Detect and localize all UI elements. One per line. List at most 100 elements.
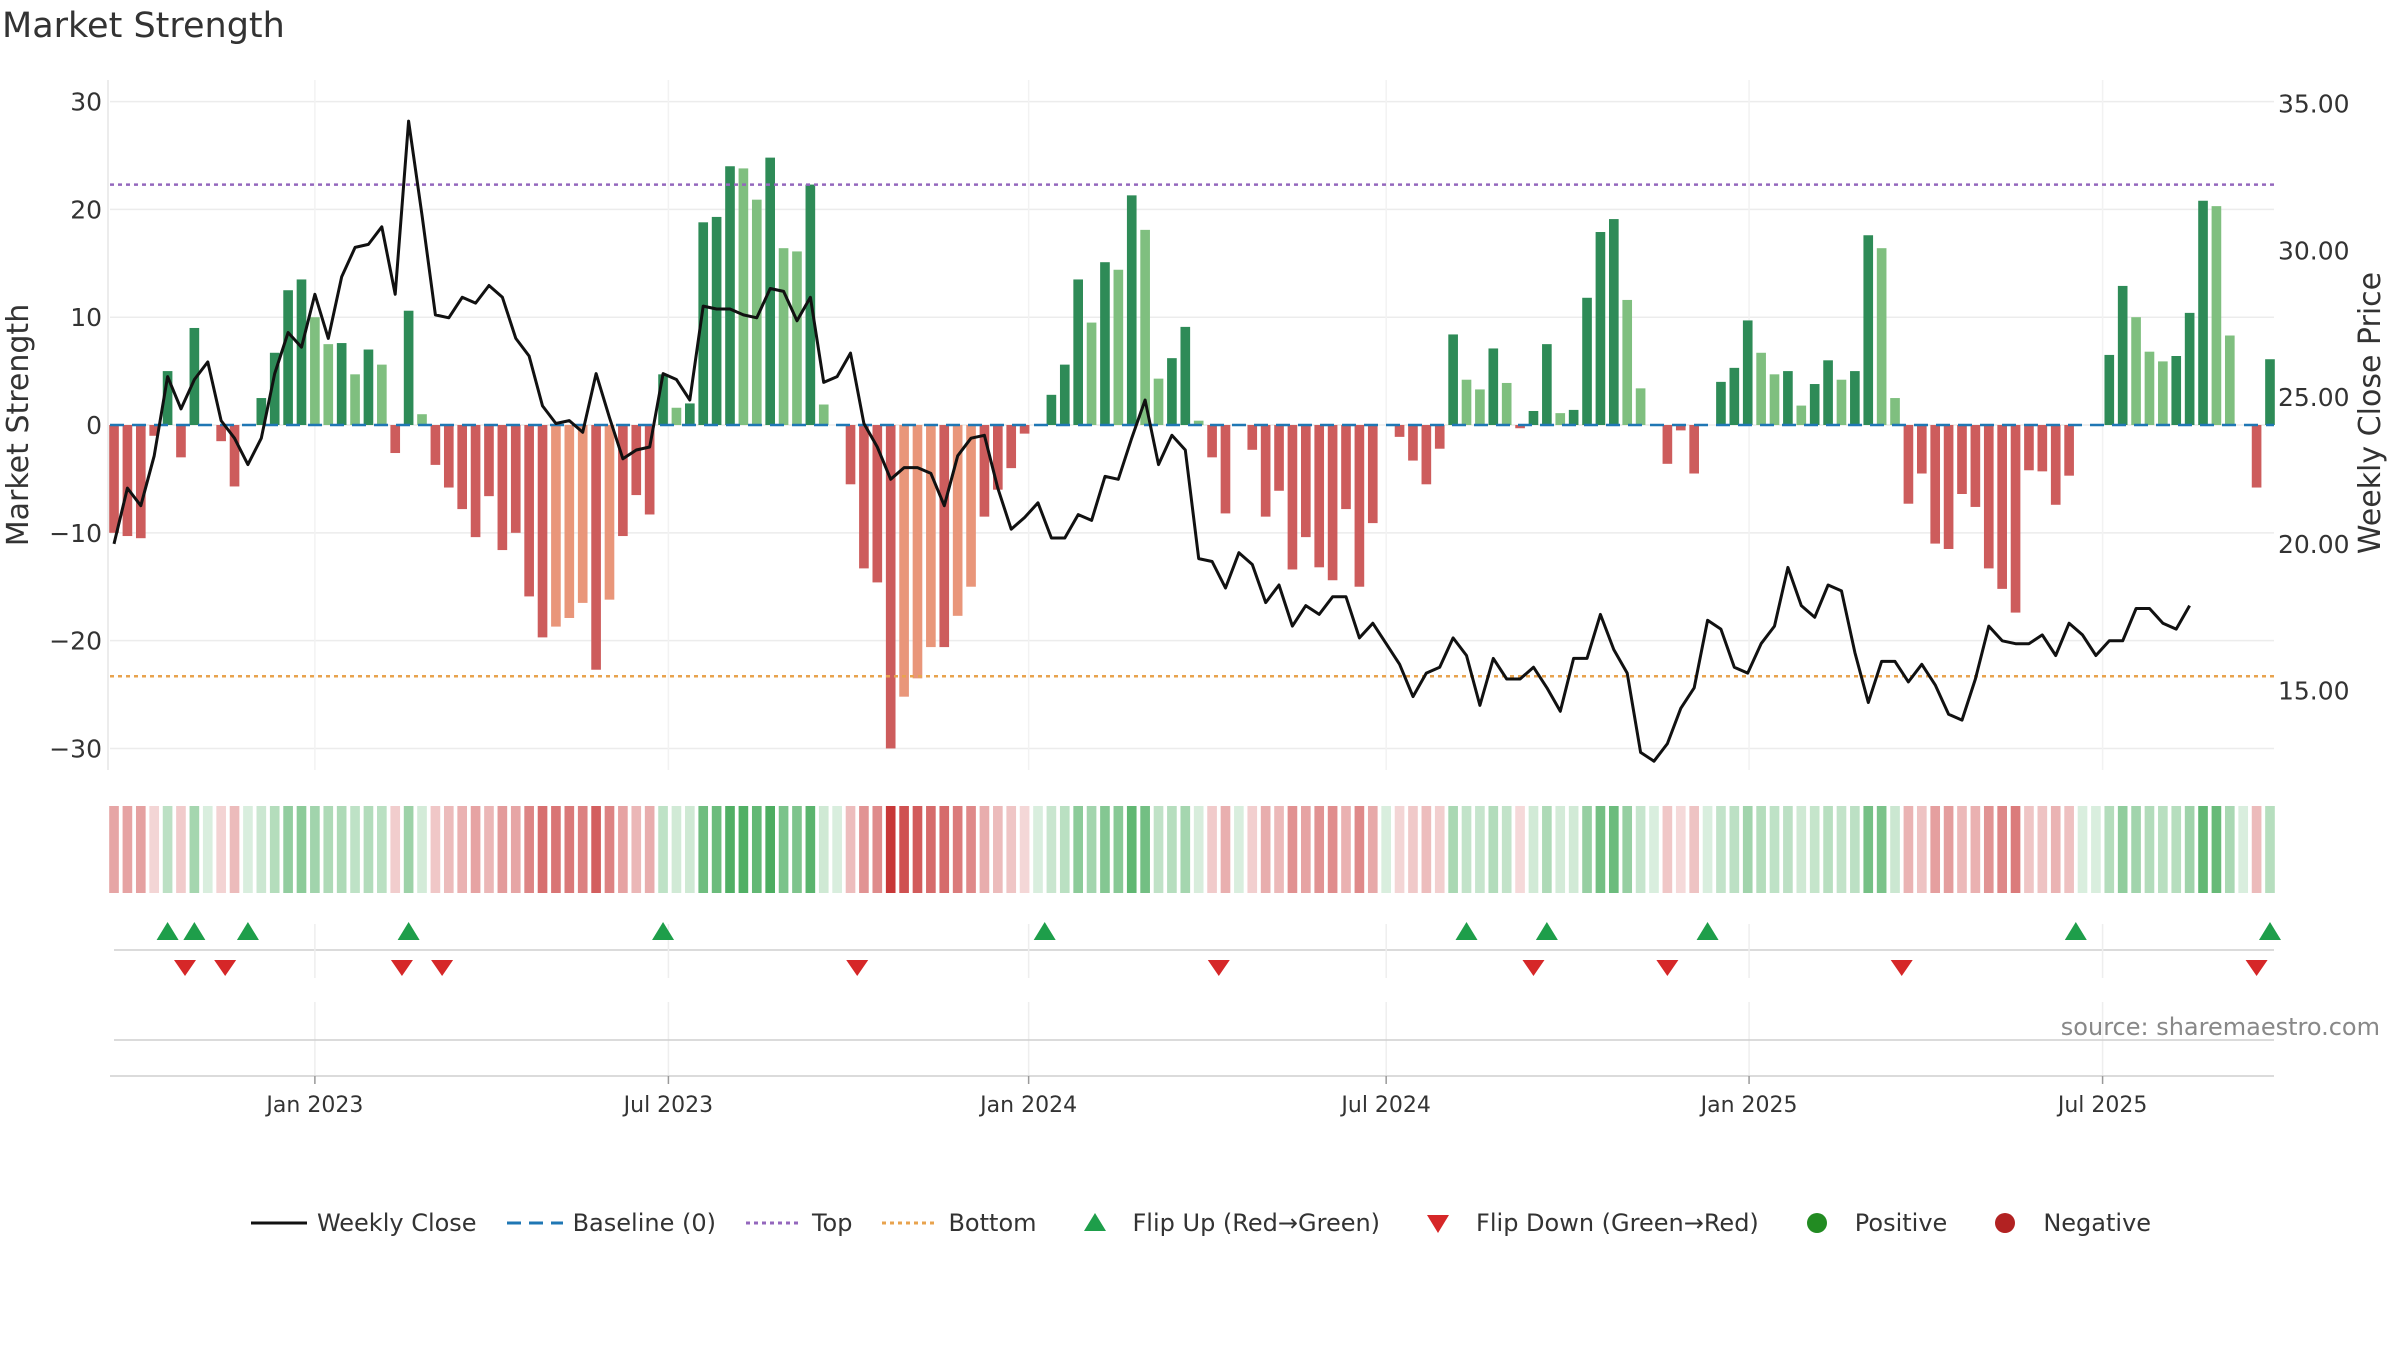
strength-bar [149, 425, 160, 436]
flip-down-marker [2245, 960, 2268, 976]
strength-bar [122, 425, 133, 537]
strength-bar [631, 425, 642, 496]
strength-bar [966, 425, 976, 587]
heat-strip-cell [1863, 806, 1874, 893]
strength-bar [2131, 317, 2141, 425]
heat-strip-cell [1555, 806, 1566, 893]
heat-strip-cell [1073, 806, 1083, 893]
strength-bar [591, 425, 601, 670]
y2-axis-title: Weekly Close Price [2353, 272, 2388, 554]
flip-up-marker [652, 922, 675, 940]
legend-flip-down-label: Flip Down (Green→Red) [1476, 1209, 1759, 1237]
strength-bar [1890, 398, 1900, 425]
strength-bar [2010, 425, 2021, 613]
strength-bar [363, 349, 374, 425]
heat-strip-cell [1997, 806, 2007, 893]
strength-bar [926, 425, 936, 648]
heat-strip-cell [751, 806, 762, 893]
strength-bar [912, 425, 923, 679]
strength-bar [2265, 359, 2275, 425]
heat-strip-cell [2238, 806, 2249, 893]
heat-strip-cell [524, 806, 534, 893]
strength-bar [484, 425, 494, 497]
heat-strip-cell [390, 806, 401, 893]
strength-bar [310, 317, 320, 425]
heat-strip-cell [1716, 806, 1726, 893]
heat-strip-cell [859, 806, 869, 893]
strength-bar [1769, 374, 1780, 425]
legend-bottom[interactable]: Bottom [880, 1208, 1037, 1238]
strength-bar [1180, 326, 1191, 425]
heat-strip-cell [283, 806, 293, 893]
strength-bar [1046, 394, 1057, 425]
strength-bar [2064, 425, 2074, 476]
flip-down-marker [846, 960, 869, 976]
heat-strip-cell [805, 806, 816, 893]
strength-bar [1448, 334, 1458, 425]
strength-bar [1220, 425, 1231, 514]
y2-tick-label: 15.00 [2278, 677, 2350, 706]
heat-strip-cell [243, 806, 253, 893]
heat-strip-cell [1167, 806, 1177, 893]
strength-bar [725, 166, 735, 425]
x-tick-label: Jul 2024 [1339, 1093, 1431, 1118]
strength-bar [564, 425, 575, 618]
legend-negative-label: Negative [2043, 1209, 2152, 1237]
strength-bar [189, 327, 200, 425]
legend-baseline[interactable]: Baseline (0) [505, 1208, 716, 1238]
strength-bar [1836, 379, 1847, 425]
strength-bar [2224, 335, 2235, 425]
heat-strip-cell [845, 806, 856, 893]
heat-strip-cell [2050, 806, 2061, 893]
strength-bar [1434, 425, 1445, 449]
weekly-close-line [112, 119, 2191, 763]
heat-strip-cell [926, 806, 936, 893]
heat-strip-cell [2131, 806, 2141, 893]
heat-strip-cell [1113, 806, 1124, 893]
strength-bar [524, 425, 534, 597]
strength-bar [403, 310, 414, 425]
strength-bar [1863, 235, 1874, 425]
heat-strip-cell [2077, 806, 2088, 893]
strength-bar [2158, 361, 2168, 425]
strength-bar [1408, 425, 1418, 461]
strength-bar [845, 425, 856, 485]
legend-top[interactable]: Top [744, 1208, 852, 1238]
heat-strip-cell [1260, 806, 1271, 893]
strength-bar [1783, 371, 1793, 425]
strength-bar [229, 425, 240, 487]
heat-strip-cell [1983, 806, 1994, 893]
strength-bar [738, 168, 749, 425]
strength-bar [1327, 425, 1338, 581]
strength-bar [618, 425, 628, 537]
strength-bar [1675, 425, 1686, 431]
heat-strip-cell [377, 806, 387, 893]
strength-bar [1689, 425, 1699, 474]
heat-strip-cell [725, 806, 735, 893]
strength-bar [1662, 425, 1673, 464]
legend-positive[interactable]: Positive [1787, 1208, 1947, 1238]
flip-up-marker [1696, 922, 1719, 940]
strength-bar [1193, 420, 1204, 425]
strength-bar [135, 425, 146, 539]
flip-up-marker [1535, 922, 1558, 940]
flip-down-marker [214, 960, 237, 976]
legend-weekly-close[interactable]: Weekly Close [249, 1208, 477, 1238]
strength-bar [1153, 378, 1164, 425]
strength-bar [2198, 200, 2208, 425]
strength-bar [1916, 425, 1927, 474]
strength-bar [1207, 425, 1217, 458]
x-tick-label: Jul 2025 [2056, 1093, 2148, 1118]
heat-strip-cell [256, 806, 267, 893]
strength-bar [216, 425, 226, 442]
legend-flip-up[interactable]: Flip Up (Red→Green) [1065, 1208, 1380, 1238]
heat-strip-cell [1381, 806, 1391, 893]
legend-negative[interactable]: Negative [1975, 1208, 2151, 1238]
legend-flip-down[interactable]: Flip Down (Green→Red) [1408, 1208, 1759, 1238]
heat-strip-cell [1970, 806, 1981, 893]
heat-strip-cell [1957, 806, 1967, 893]
heat-strip-cell [430, 806, 441, 893]
heat-strip-cell [109, 806, 119, 893]
heat-strip-cell [1367, 806, 1378, 893]
legend-baseline-label: Baseline (0) [572, 1209, 716, 1237]
